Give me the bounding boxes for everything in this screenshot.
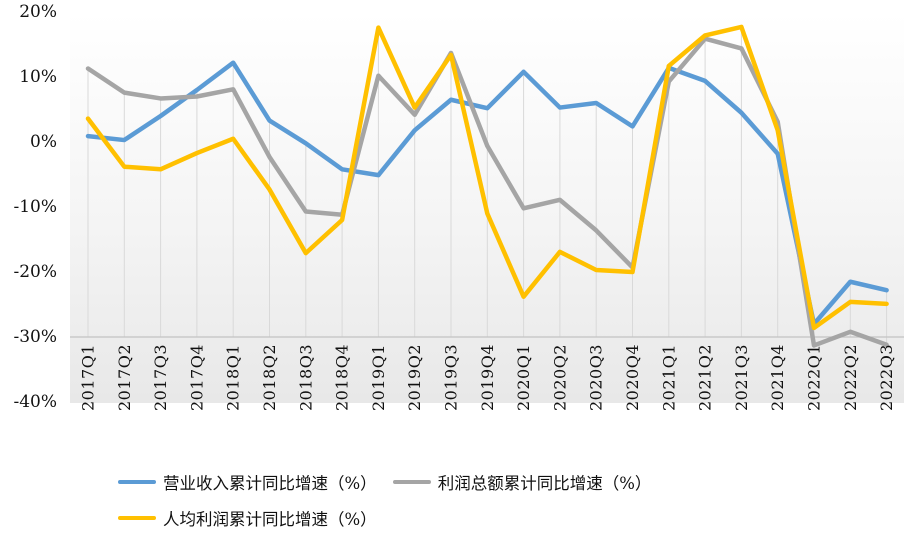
chart-plot-area: 20%10%0%-10%-20%-30%-40% 2017Q1 2017Q2 201… — [13, 2, 904, 412]
series-line-0 — [85, 60, 889, 327]
series-lines — [85, 24, 889, 348]
legend-item-per-capita-profit: 人均利润累计同比增速（%） — [118, 506, 377, 530]
legend-item-total-profit: 利润总额累计同比增速（%） — [392, 470, 652, 494]
y-tick-label--10%: -10% — [13, 197, 57, 217]
y-tick-label--40%: -40% — [13, 392, 57, 412]
x-tick-label-2019Q1: 2019Q1 — [369, 344, 388, 411]
x-tick-label-2018Q2: 2018Q2 — [260, 344, 279, 411]
x-tick-label-2022Q2: 2022Q2 — [841, 344, 860, 411]
y-tick-label-0%: 0% — [30, 132, 57, 152]
x-tick-label-2020Q4: 2020Q4 — [623, 344, 642, 411]
x-tick-label-2022Q1: 2022Q1 — [805, 344, 824, 411]
x-tick-label-2017Q4: 2017Q4 — [187, 344, 206, 411]
x-tick-label-2020Q3: 2020Q3 — [587, 344, 606, 411]
series-line-1 — [85, 36, 889, 348]
series-line-2 — [85, 24, 889, 331]
chart-legend: 营业收入累计同比增速（%） 利润总额累计同比增速（%） 人均利润累计同比增速（%… — [118, 464, 898, 536]
x-tick-label-2018Q4: 2018Q4 — [333, 344, 352, 411]
legend-row-2: 人均利润累计同比增速（%） — [118, 500, 898, 536]
legend-label-total-profit: 利润总额累计同比增速（%） — [437, 474, 652, 493]
legend-item-revenue: 营业收入累计同比增速（%） — [118, 470, 377, 494]
x-tick-label-2021Q1: 2021Q1 — [659, 344, 678, 411]
y-tick-label--30%: -30% — [13, 327, 57, 347]
y-axis-tick-labels: 20% 10% 0% -10% -20% -30% -40% — [13, 2, 57, 412]
x-tick-label-2017Q1: 2017Q1 — [79, 344, 98, 411]
legend-row-1: 营业收入累计同比增速（%） 利润总额累计同比增速（%） — [118, 464, 898, 500]
x-tick-label-2019Q3: 2019Q3 — [442, 344, 461, 411]
x-tick-label-2017Q2: 2017Q2 — [115, 344, 134, 411]
x-tick-label-2021Q3: 2021Q3 — [732, 344, 751, 411]
y-tick-label--20%: -20% — [13, 262, 57, 282]
x-axis-tick-labels: 2017Q1 2017Q2 2017Q3 2017Q4 2018Q1 2018Q2 2018… — [79, 344, 897, 411]
x-tick-label-2019Q2: 2019Q2 — [405, 344, 424, 411]
y-tick-label-10%: 10% — [19, 67, 57, 87]
x-tick-label-2020Q1: 2020Q1 — [514, 344, 533, 411]
x-tick-label-2021Q4: 2021Q4 — [768, 344, 787, 411]
x-tick-label-2020Q2: 2020Q2 — [550, 344, 569, 411]
y-tick-label-20%: 20% — [19, 2, 57, 22]
legend-swatch-per-capita-profit-line — [118, 515, 156, 521]
legend-swatch-total-profit-line — [392, 479, 431, 485]
x-tick-label-2018Q3: 2018Q3 — [296, 344, 315, 411]
x-tick-label-2018Q1: 2018Q1 — [224, 344, 243, 411]
x-tick-label-2022Q3: 2022Q3 — [877, 344, 896, 411]
legend-label-revenue: 营业收入累计同比增速（%） — [163, 474, 377, 493]
x-tick-label-2017Q3: 2017Q3 — [151, 344, 170, 411]
legend-label-per-capita-profit: 人均利润累计同比增速（%） — [163, 510, 377, 529]
x-tick-label-2019Q4: 2019Q4 — [478, 344, 497, 411]
x-tick-label-2021Q2: 2021Q2 — [696, 344, 715, 411]
legend-swatch-revenue-line — [118, 479, 156, 485]
